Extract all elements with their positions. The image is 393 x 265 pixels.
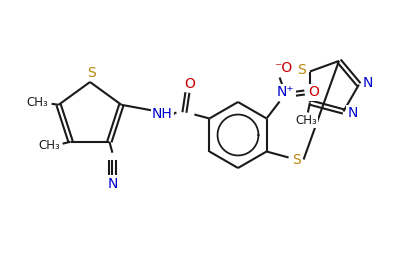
Text: NH: NH [152,108,173,121]
Text: S: S [298,63,306,77]
Text: N: N [363,76,373,90]
Text: CH₃: CH₃ [39,139,61,152]
Text: CH₃: CH₃ [295,114,317,127]
Text: N⁺: N⁺ [277,86,294,99]
Text: N: N [107,177,118,191]
Text: S: S [292,152,301,166]
Text: O: O [308,86,319,99]
Text: N: N [347,107,358,121]
Text: O: O [184,77,195,91]
Text: CH₃: CH₃ [27,96,48,109]
Text: S: S [88,66,96,80]
Text: ⁻O: ⁻O [274,61,293,76]
